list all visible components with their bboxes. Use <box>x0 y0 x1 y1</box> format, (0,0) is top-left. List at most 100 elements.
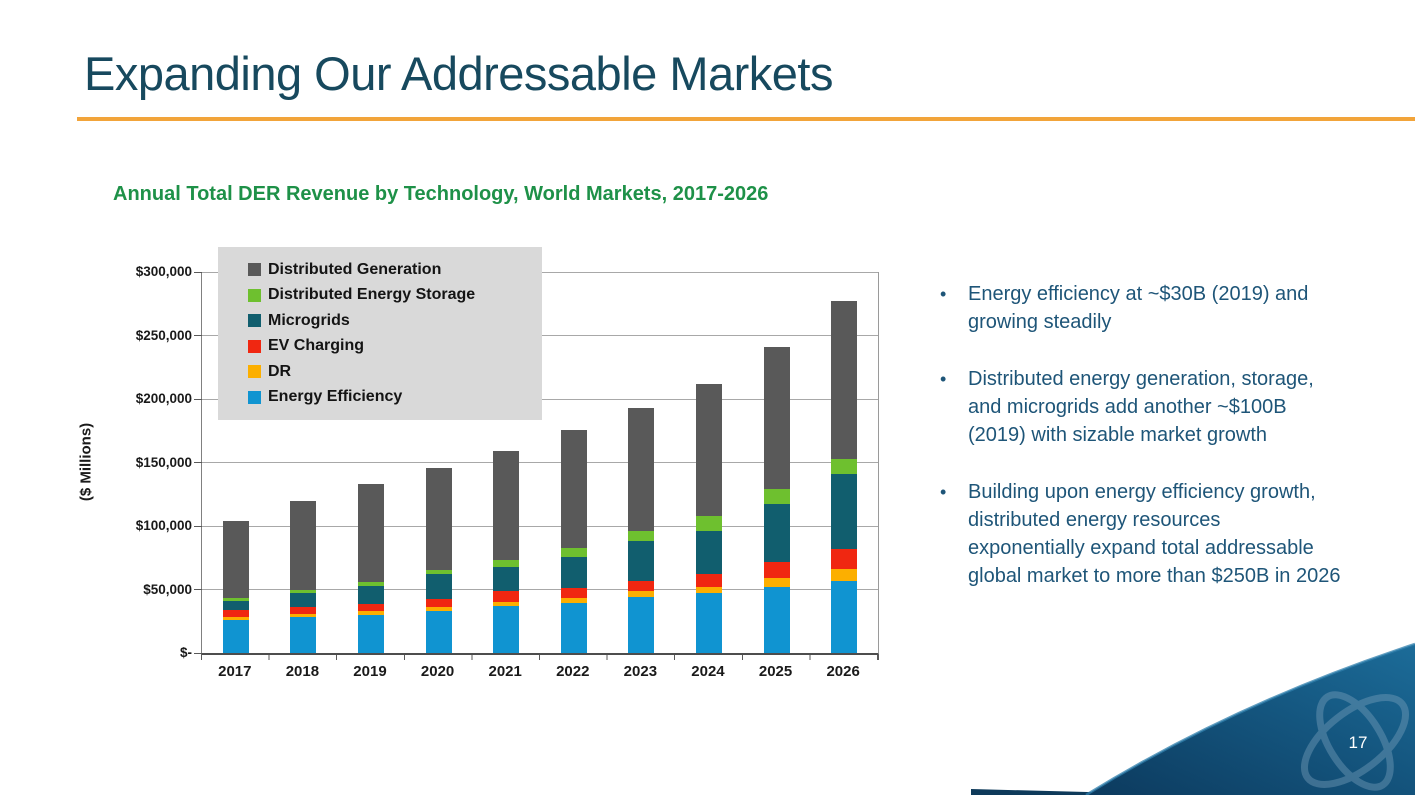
bullet-list: Energy efficiency at ~$30B (2019) and gr… <box>938 280 1342 590</box>
bar-segment-energy-efficiency <box>763 586 790 653</box>
bar-segment-microgrids <box>560 556 587 589</box>
bar-segment-dr <box>763 578 790 587</box>
y-tick-mark <box>194 335 202 336</box>
legend-label: Distributed Energy Storage <box>268 286 476 304</box>
bar-segment-microgrids <box>831 473 858 549</box>
bar-segment-dr <box>290 613 317 618</box>
bar-segment-ev-charging <box>831 548 858 570</box>
stacked-bar <box>290 500 317 653</box>
x-axis-labels: 2017 2018 2019 2020 2021 2022 2023 2024 2025 2026 <box>201 663 877 680</box>
bar-segment-energy-efficiency <box>560 603 587 653</box>
bar-slot <box>405 272 473 653</box>
bar-segment-distributed-energy-storage <box>290 590 317 594</box>
bar-segment-distributed-generation <box>357 484 384 582</box>
bar-segment-distributed-generation <box>425 467 452 570</box>
bar-slot <box>675 272 743 653</box>
bar-slot <box>608 272 676 653</box>
y-tick-mark <box>194 525 202 527</box>
bullet-item: Building upon energy efficiency growth, … <box>938 478 1342 590</box>
bar-segment-dr <box>425 607 452 612</box>
bar-segment-distributed-generation <box>222 520 249 599</box>
chart-title: Annual Total DER Revenue by Technology, … <box>113 183 769 205</box>
legend-item: Energy Efficiency <box>248 388 542 406</box>
y-tick-label: $250,000 <box>135 327 192 343</box>
bar-segment-microgrids <box>222 600 249 611</box>
bar-segment-distributed-generation <box>831 301 858 459</box>
bar-segment-distributed-energy-storage <box>560 548 587 557</box>
bar-segment-ev-charging <box>290 607 317 614</box>
x-tick-label: 2018 <box>285 663 320 680</box>
bar-segment-distributed-energy-storage <box>831 458 858 474</box>
bar-segment-distributed-energy-storage <box>425 569 452 575</box>
bar-segment-distributed-energy-storage <box>763 489 790 505</box>
bar-segment-ev-charging <box>357 604 384 612</box>
y-axis-tick-labels: $- $50,000 $100,000 $150,000 $200,000 $250,00… <box>58 264 192 660</box>
bar-slot <box>337 272 405 653</box>
x-tick-label: 2021 <box>488 663 522 680</box>
bar-segment-energy-efficiency <box>290 617 317 653</box>
bar-series <box>202 272 878 653</box>
bar-segment-microgrids <box>290 593 317 608</box>
x-tick-label: 2022 <box>556 663 590 680</box>
bar-segment-microgrids <box>763 504 790 562</box>
legend-label: Distributed Generation <box>268 260 442 278</box>
bar-slot <box>540 272 608 653</box>
x-tick-label: 2023 <box>623 663 658 680</box>
y-tick-label: $- <box>179 645 192 660</box>
gridline <box>202 589 878 590</box>
bar-segment-dr <box>222 616 249 620</box>
bar-segment-microgrids <box>493 566 520 592</box>
bar-segment-distributed-energy-storage <box>357 581 384 586</box>
legend-item: EV Charging <box>248 337 542 355</box>
y-tick-label: $200,000 <box>135 391 192 406</box>
bar-segment-energy-efficiency <box>695 593 722 653</box>
ribbon-edge-highlight <box>1085 642 1415 795</box>
legend-item: Distributed Generation <box>248 261 542 279</box>
x-tick-label: 2025 <box>758 663 793 680</box>
bar-segment-energy-efficiency <box>628 597 655 653</box>
bar-segment-energy-efficiency <box>222 619 249 653</box>
bar-slot <box>743 272 811 653</box>
page-number: 17 <box>1348 733 1368 752</box>
bar-segment-distributed-generation <box>493 451 520 561</box>
y-tick-mark <box>194 589 202 590</box>
bar-segment-ev-charging <box>425 599 452 608</box>
stacked-bar <box>493 451 520 653</box>
stacked-bar <box>628 407 655 653</box>
bar-segment-ev-charging <box>628 580 655 592</box>
legend-label: DR <box>268 362 292 380</box>
x-tick-label: 2024 <box>691 663 725 680</box>
stacked-bar <box>695 383 722 653</box>
legend-swatch <box>248 365 261 379</box>
bar-segment-microgrids <box>695 531 722 575</box>
bar-segment-microgrids <box>628 541 655 581</box>
legend-label: EV Charging <box>268 337 365 355</box>
legend-item: Distributed Energy Storage <box>248 286 542 304</box>
y-tick-label: $50,000 <box>143 581 192 597</box>
ribbon-band <box>1086 644 1415 795</box>
bar-segment-dr <box>493 601 520 607</box>
bar-segment-dr <box>695 586 722 594</box>
bar-segment-ev-charging <box>695 574 722 587</box>
bar-segment-dr <box>357 611 384 615</box>
x-tick-label: 2017 <box>218 663 252 680</box>
x-axis-ticks <box>201 655 879 660</box>
bar-segment-distributed-generation <box>628 407 655 532</box>
bar-slot <box>810 272 878 653</box>
bar-segment-energy-efficiency <box>493 606 520 653</box>
bar-segment-dr <box>628 591 655 598</box>
bar-segment-energy-efficiency <box>425 611 452 653</box>
legend-item: DR <box>248 363 542 381</box>
legend-item: Microgrids <box>248 312 542 330</box>
stacked-bar <box>425 467 452 653</box>
bar-slot <box>270 272 338 653</box>
bar-segment-dr <box>831 569 858 581</box>
legend-swatch <box>248 390 261 404</box>
bullet-item: Energy efficiency at ~$30B (2019) and gr… <box>938 280 1342 336</box>
bar-segment-distributed-energy-storage <box>695 515 722 532</box>
bar-segment-distributed-generation <box>695 383 722 516</box>
y-tick-label: $100,000 <box>135 518 192 533</box>
y-tick-label: $300,000 <box>135 264 192 279</box>
y-tick-mark <box>194 652 202 654</box>
